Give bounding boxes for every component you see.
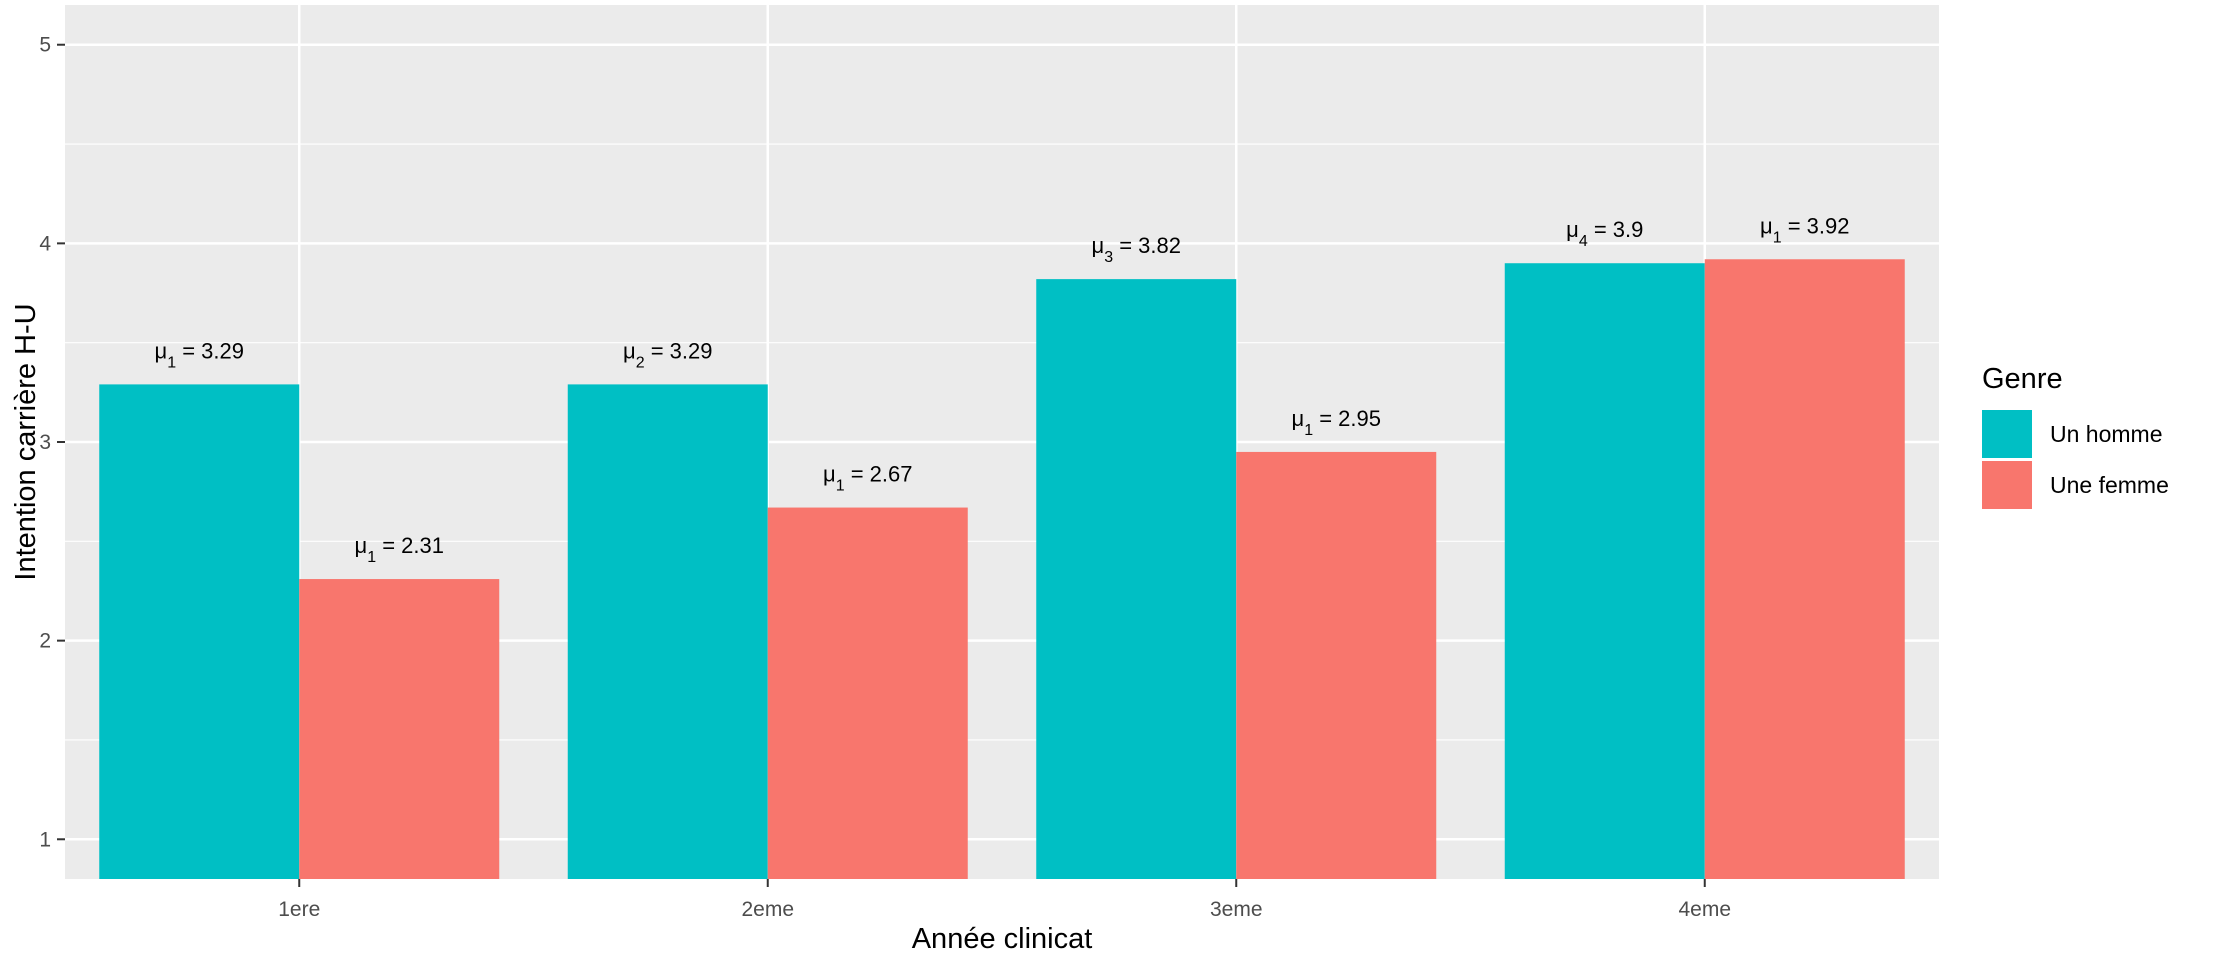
data-labels: μ1 = 3.29 μ2 = 3.29 μ3 = 3.82 μ4 = 3.9 μ1 = …	[155, 213, 1850, 565]
bar-value-label: μ1 = 2.95	[1292, 406, 1381, 439]
bar	[1504, 263, 1705, 879]
x-axis: 1ere 2eme 3eme 4eme	[278, 879, 1731, 921]
legend-swatch	[1982, 410, 2032, 458]
bar	[99, 384, 300, 879]
bar-value-label: μ1 = 3.92	[1760, 213, 1849, 246]
bar	[767, 507, 968, 879]
legend-swatch	[1982, 461, 2032, 509]
bar	[1704, 259, 1905, 880]
y-tick-label: 4	[39, 232, 51, 255]
bar	[1036, 279, 1237, 880]
bar-value-label: μ1 = 3.29	[155, 338, 244, 371]
bar-value-label: μ2 = 3.29	[623, 338, 712, 371]
bar-value-label: μ3 = 3.82	[1092, 233, 1181, 265]
legend-label: Un homme	[2050, 421, 2162, 447]
legend: Genre Un homme Une femme	[1982, 363, 2169, 509]
legend-items: Un homme Une femme	[1982, 410, 2169, 509]
y-axis: 1 2 3 4 5	[39, 34, 65, 851]
legend-label: Une femme	[2050, 472, 2169, 498]
y-tick-label: 2	[39, 630, 51, 653]
y-tick-label: 5	[39, 34, 51, 57]
bar-value-label: μ4 = 3.9	[1566, 217, 1643, 250]
y-tick-label: 3	[39, 431, 51, 454]
bar	[567, 384, 768, 879]
x-tick-label: 3eme	[1210, 898, 1263, 921]
bar-value-label: μ1 = 2.67	[823, 462, 912, 495]
x-tick-label: 2eme	[741, 898, 794, 921]
x-tick-label: 1ere	[278, 898, 320, 921]
bar-value-label: μ1 = 2.31	[355, 533, 444, 566]
y-axis-title: Intention carrière H-U	[10, 303, 42, 580]
legend-title: Genre	[1982, 363, 2063, 395]
bar	[1236, 451, 1437, 879]
x-tick-label: 4eme	[1678, 898, 1731, 921]
y-tick-label: 1	[39, 828, 51, 851]
bar	[299, 579, 500, 879]
x-axis-title: Année clinicat	[912, 923, 1093, 955]
bars	[99, 259, 1905, 880]
